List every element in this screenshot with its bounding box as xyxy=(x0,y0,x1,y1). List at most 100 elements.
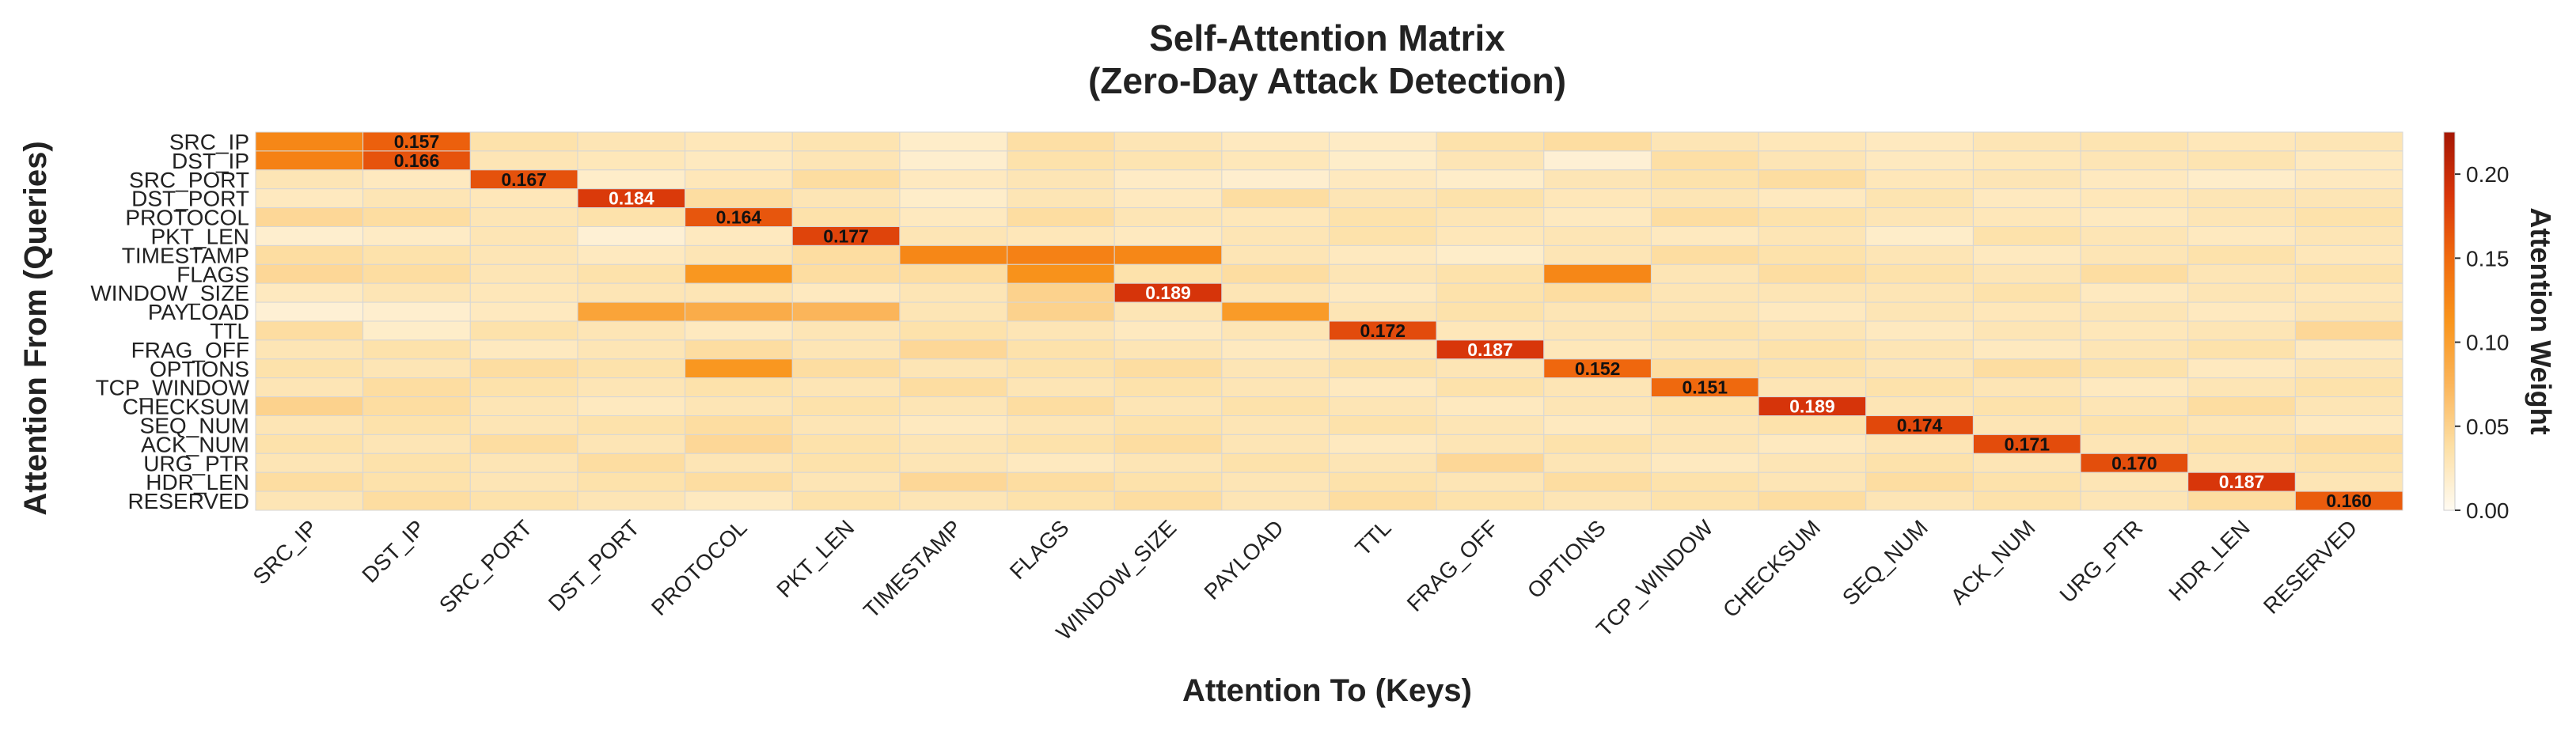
row-tick-label: RESERVED xyxy=(127,489,249,513)
colorbar xyxy=(2443,131,2456,511)
heatmap-cell xyxy=(255,131,364,152)
heatmap-cell xyxy=(2187,453,2296,473)
row-tick-label: FRAG_OFF xyxy=(131,338,249,362)
heatmap-cell xyxy=(577,490,686,511)
heatmap-cell xyxy=(1329,358,1437,379)
heatmap-cell xyxy=(362,282,471,303)
heatmap-cell xyxy=(1972,358,2081,379)
heatmap-cell xyxy=(255,472,364,492)
heatmap-cell xyxy=(1113,415,1223,435)
heatmap-cell xyxy=(1758,490,1867,511)
heatmap-cell xyxy=(1865,396,1974,417)
heatmap-cell xyxy=(469,358,579,379)
heatmap-cell xyxy=(899,339,1008,360)
heatmap-cell xyxy=(255,490,364,511)
heatmap-cell xyxy=(2080,131,2189,152)
heatmap-cell xyxy=(1436,472,1545,492)
heatmap-cell xyxy=(1007,320,1115,341)
heatmap-cell xyxy=(2080,244,2189,265)
heatmap-cell xyxy=(2080,301,2189,322)
heatmap-cell xyxy=(1007,472,1115,492)
row-tick-label: TCP_WINDOW xyxy=(96,376,250,400)
heatmap-cell xyxy=(469,377,579,398)
heatmap-cell xyxy=(362,358,471,379)
heatmap-cell xyxy=(1543,169,1652,190)
heatmap-cell xyxy=(1543,244,1652,265)
heatmap-cell xyxy=(1113,377,1223,398)
heatmap-cell xyxy=(1329,207,1437,228)
heatmap-cell xyxy=(2080,263,2189,284)
heatmap-cell xyxy=(255,263,364,284)
heatmap-cell xyxy=(1758,207,1867,228)
heatmap-cell xyxy=(1113,150,1223,171)
heatmap-cell xyxy=(1221,415,1330,435)
heatmap-cell xyxy=(1758,150,1867,171)
heatmap-cell xyxy=(362,169,471,190)
heatmap-cell xyxy=(1650,188,1759,209)
heatmap-cell xyxy=(1972,415,2081,435)
heatmap-cell xyxy=(791,453,901,473)
heatmap-cell xyxy=(2187,377,2296,398)
heatmap-cell xyxy=(791,282,901,303)
column-tick-label: FRAG_OFF xyxy=(1402,515,1504,616)
heatmap-cell xyxy=(2294,207,2403,228)
heatmap-cell xyxy=(899,358,1008,379)
row-tick-label: OPTIONS xyxy=(150,357,249,381)
heatmap-cell xyxy=(1543,472,1652,492)
heatmap-cell xyxy=(1113,339,1223,360)
heatmap-cell xyxy=(2294,472,2403,492)
colorbar-tick-label: 0.20 xyxy=(2466,162,2510,187)
heatmap-cell xyxy=(2187,396,2296,417)
heatmap-cell xyxy=(1221,339,1330,360)
heatmap-cell xyxy=(577,226,686,246)
heatmap-cell xyxy=(791,490,901,511)
column-tick-label: PKT_LEN xyxy=(772,515,859,602)
heatmap-cell xyxy=(362,226,471,246)
heatmap-cell xyxy=(1972,339,2081,360)
heatmap-cell xyxy=(1865,226,1974,246)
heatmap-cell xyxy=(2187,150,2296,171)
heatmap-cell xyxy=(1329,150,1437,171)
row-tick-label: PROTOCOL xyxy=(125,206,249,230)
heatmap-cell xyxy=(1972,320,2081,341)
column-tick-label: TTL xyxy=(1350,515,1395,560)
heatmap-cell xyxy=(1758,453,1867,473)
heatmap-cell xyxy=(2080,415,2189,435)
heatmap-cell xyxy=(2080,226,2189,246)
heatmap-cell xyxy=(2080,320,2189,341)
heatmap-cell xyxy=(577,244,686,265)
heatmap-cell xyxy=(577,415,686,435)
heatmap-cell xyxy=(255,358,364,379)
heatmap-cell xyxy=(255,453,364,473)
heatmap-cell xyxy=(2187,282,2296,303)
heatmap-cell xyxy=(1007,226,1115,246)
heatmap-cell xyxy=(1329,472,1437,492)
heatmap-cell xyxy=(1650,453,1759,473)
heatmap-cell xyxy=(1972,282,2081,303)
heatmap-cell xyxy=(255,339,364,360)
row-tick-label: PAYLOAD xyxy=(148,300,249,324)
heatmap-cell xyxy=(1113,244,1223,265)
heatmap-cell xyxy=(255,377,364,398)
heatmap-cell xyxy=(1436,434,1545,454)
heatmap-cell xyxy=(1758,472,1867,492)
heatmap-cell xyxy=(2080,358,2189,379)
heatmap-cell xyxy=(1007,396,1115,417)
heatmap-cell xyxy=(2294,301,2403,322)
heatmap-cell xyxy=(685,188,793,209)
heatmap-cell xyxy=(2294,377,2403,398)
cell-value-label: 0.152 xyxy=(1575,358,1621,379)
heatmap-cell xyxy=(2187,415,2296,435)
cell-value-label: 0.189 xyxy=(1145,282,1191,303)
heatmap-cell xyxy=(2080,169,2189,190)
heatmap-cell xyxy=(685,490,793,511)
heatmap-cell xyxy=(1436,169,1545,190)
heatmap-cell xyxy=(2294,244,2403,265)
heatmap-cell xyxy=(1113,472,1223,492)
heatmap-cell xyxy=(1436,453,1545,473)
heatmap-cell xyxy=(1007,415,1115,435)
heatmap-cell xyxy=(362,396,471,417)
heatmap-cell xyxy=(1543,207,1652,228)
heatmap-cell xyxy=(791,188,901,209)
